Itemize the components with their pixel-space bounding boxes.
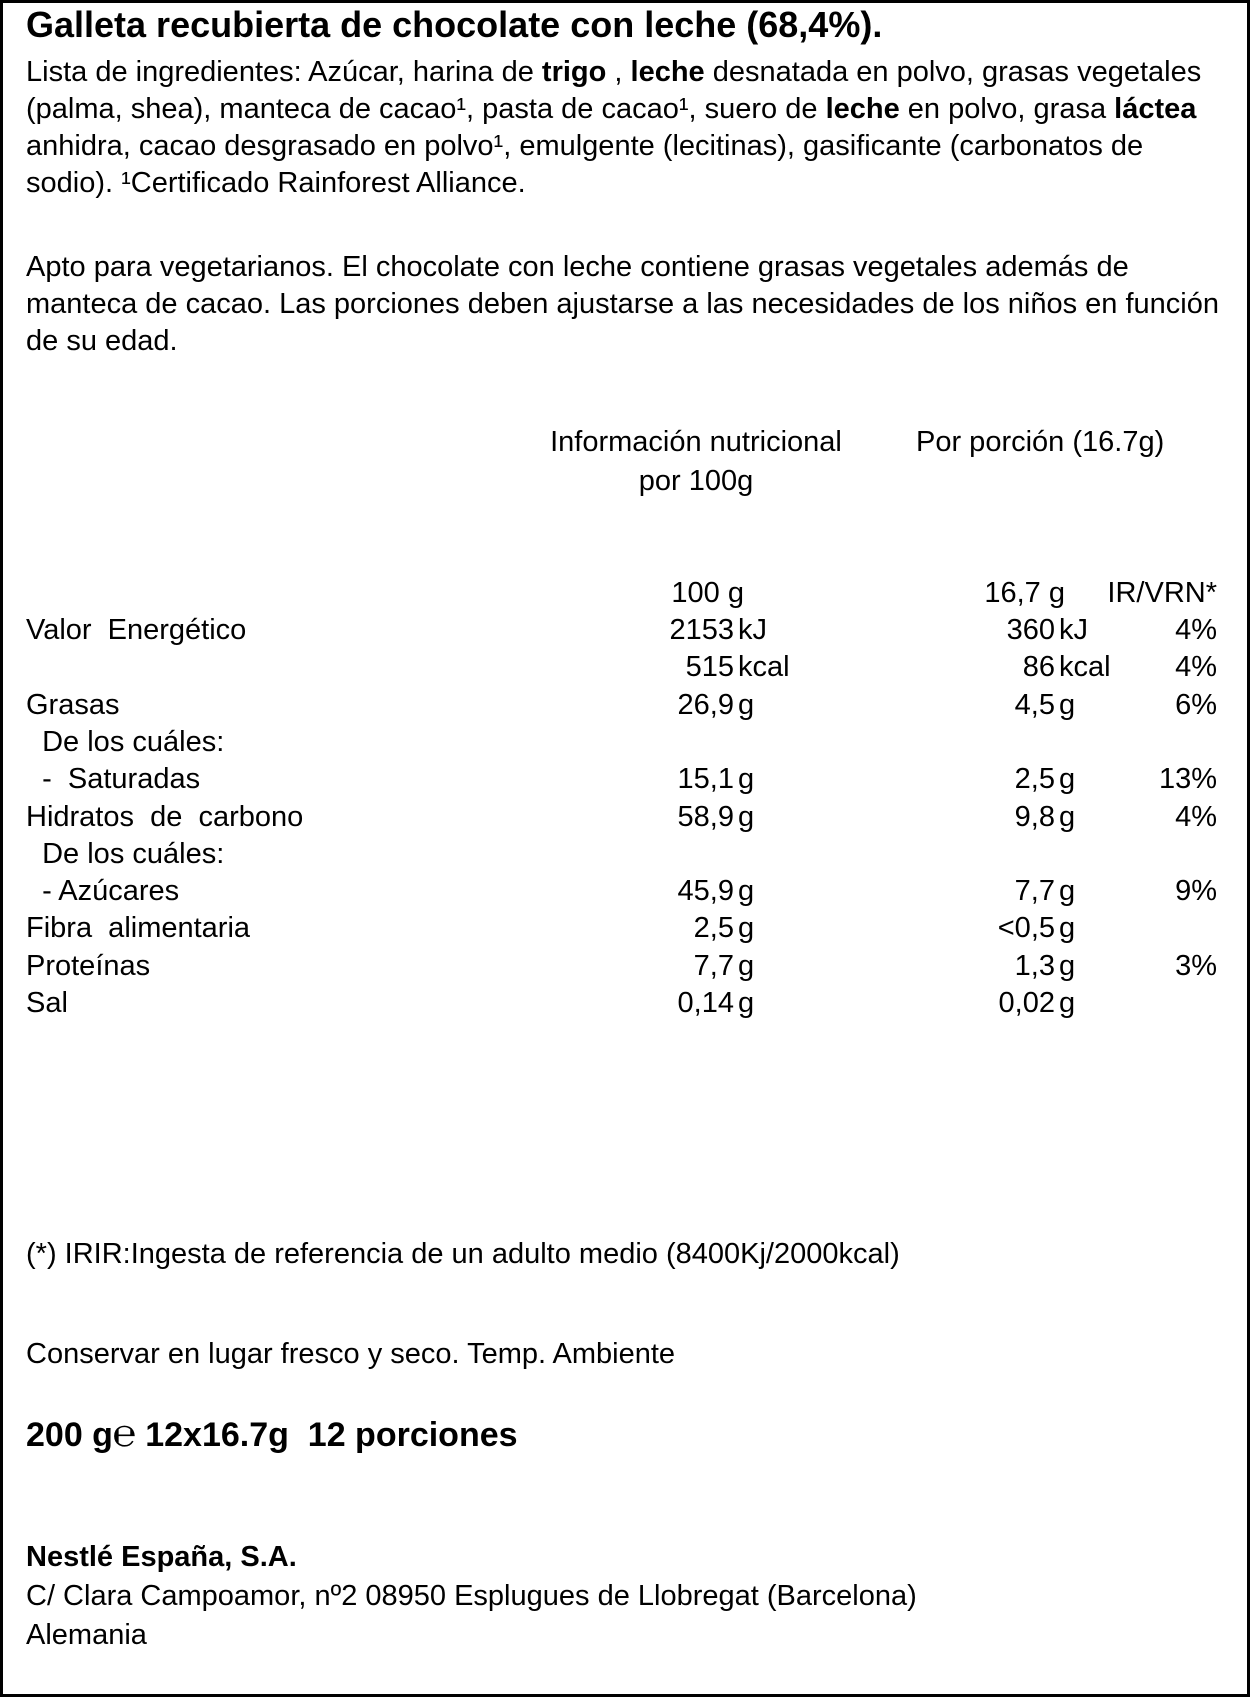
unit-per-portion: g: [1059, 912, 1076, 944]
nutrient-label: - Saturadas: [26, 763, 201, 795]
value-per-portion: 360: [1006, 614, 1055, 646]
value-per-portion: 4,5: [1014, 689, 1055, 721]
unit-per-portion: g: [1059, 689, 1076, 721]
unit-per-portion: g: [1059, 950, 1076, 982]
allergen-leche: leche: [825, 93, 900, 125]
ingredients-text: en polvo, grasa: [899, 93, 1115, 125]
unit-per-100g: kJ: [738, 614, 767, 646]
product-title: Galleta recubierta de chocolate con lech…: [26, 4, 883, 45]
value-per-portion: <0,5: [997, 912, 1055, 944]
allergen-leche: leche: [630, 56, 705, 88]
value-per-100g: 15,1: [677, 763, 734, 795]
unit-per-100g: g: [738, 950, 755, 982]
unit-per-portion: g: [1059, 875, 1076, 907]
header-per100-line2: por 100g: [638, 465, 754, 497]
reference-intake-percent: 9%: [1175, 875, 1217, 907]
unit-per-portion: kJ: [1059, 614, 1088, 646]
nutrient-label: De los cuáles:: [26, 726, 225, 758]
ingredients-text: ,: [606, 56, 631, 88]
unit-count: 12x16.7g: [145, 1416, 289, 1454]
value-per-portion: 7,7: [1014, 875, 1055, 907]
reference-intake-percent: 4%: [1175, 614, 1217, 646]
nutrient-label: - Azúcares: [26, 875, 180, 907]
value-per-portion: 9,8: [1014, 801, 1055, 833]
nutrient-label: Valor Energético: [26, 614, 247, 646]
nutrient-label: De los cuáles:: [26, 838, 225, 870]
estimated-sign-icon: ℮: [112, 1413, 137, 1455]
ingredients-list: Lista de ingredientes: Azúcar, harina de…: [26, 54, 1226, 202]
value-per-100g: 2153: [669, 614, 734, 646]
value-per-100g: 515: [685, 651, 734, 683]
value-per-100g: 26,9: [677, 689, 734, 721]
company-country: Alemania: [26, 1619, 147, 1651]
reference-intake-percent: 6%: [1175, 689, 1217, 721]
col-header-ir: IR/VRN*: [1107, 577, 1217, 609]
ingredients-text: Lista de ingredientes: Azúcar, harina de: [26, 56, 542, 88]
value-per-100g: 2,5: [693, 912, 734, 944]
unit-per-portion: g: [1059, 763, 1076, 795]
reference-intake-percent: 4%: [1175, 801, 1217, 833]
value-per-100g: 0,14: [677, 987, 734, 1019]
value-per-100g: 58,9: [677, 801, 734, 833]
portion-count: 12 porciones: [307, 1416, 518, 1454]
unit-per-100g: kcal: [738, 651, 790, 683]
net-weight: 200 g: [26, 1416, 113, 1454]
unit-per-portion: g: [1059, 801, 1076, 833]
unit-per-100g: g: [738, 987, 755, 1019]
unit-per-100g: g: [738, 689, 755, 721]
reference-intake-percent: 13%: [1158, 763, 1217, 795]
value-per-100g: 45,9: [677, 875, 734, 907]
ingredients-text: desnatada en polvo, grasas vegetales (pa…: [26, 56, 1202, 125]
value-per-portion: 86: [1022, 651, 1055, 683]
value-per-portion: 0,02: [998, 987, 1055, 1019]
header-per100-line1: Información nutricional: [550, 426, 842, 458]
nutrient-label: Hidratos de carbono: [26, 801, 304, 833]
net-quantity: 200 g℮ 12x16.7g 12 porciones: [26, 1413, 518, 1455]
unit-per-100g: g: [738, 912, 755, 944]
unit-per-100g: g: [738, 875, 755, 907]
reference-intake-note: (*) IRIR:Ingesta de referencia de un adu…: [26, 1238, 900, 1270]
value-per-portion: 2,5: [1014, 763, 1055, 795]
value-per-portion: 1,3: [1014, 950, 1055, 982]
allergen-lactea: láctea: [1114, 93, 1197, 125]
reference-intake-percent: 3%: [1175, 950, 1217, 982]
unit-per-portion: kcal: [1059, 651, 1111, 683]
nutrient-label: Fibra alimentaria: [26, 912, 251, 944]
header-per-portion: Por porción (16.7g): [916, 426, 1165, 458]
ingredients-text: anhidra, cacao desgrasado en polvo¹, emu…: [26, 130, 1144, 199]
reference-intake-percent: 4%: [1175, 651, 1217, 683]
storage-instructions: Conservar en lugar fresco y seco. Temp. …: [26, 1338, 676, 1370]
col-header-100g: 100 g: [671, 577, 744, 609]
unit-per-100g: g: [738, 763, 755, 795]
nutrient-label: Grasas: [26, 689, 120, 721]
company-address: C/ Clara Campoamor, nº2 08950 Esplugues …: [26, 1580, 917, 1612]
allergen-trigo: trigo: [541, 56, 607, 88]
vegetarian-note: Apto para vegetarianos. El chocolate con…: [26, 251, 1220, 357]
col-header-portion: 16,7 g: [984, 577, 1065, 609]
unit-per-portion: g: [1059, 987, 1076, 1019]
nutrient-label: Sal: [26, 987, 68, 1019]
nutrient-label: Proteínas: [26, 950, 151, 982]
unit-per-100g: g: [738, 801, 755, 833]
company-name: Nestlé España, S.A.: [26, 1541, 297, 1573]
value-per-100g: 7,7: [693, 950, 734, 982]
